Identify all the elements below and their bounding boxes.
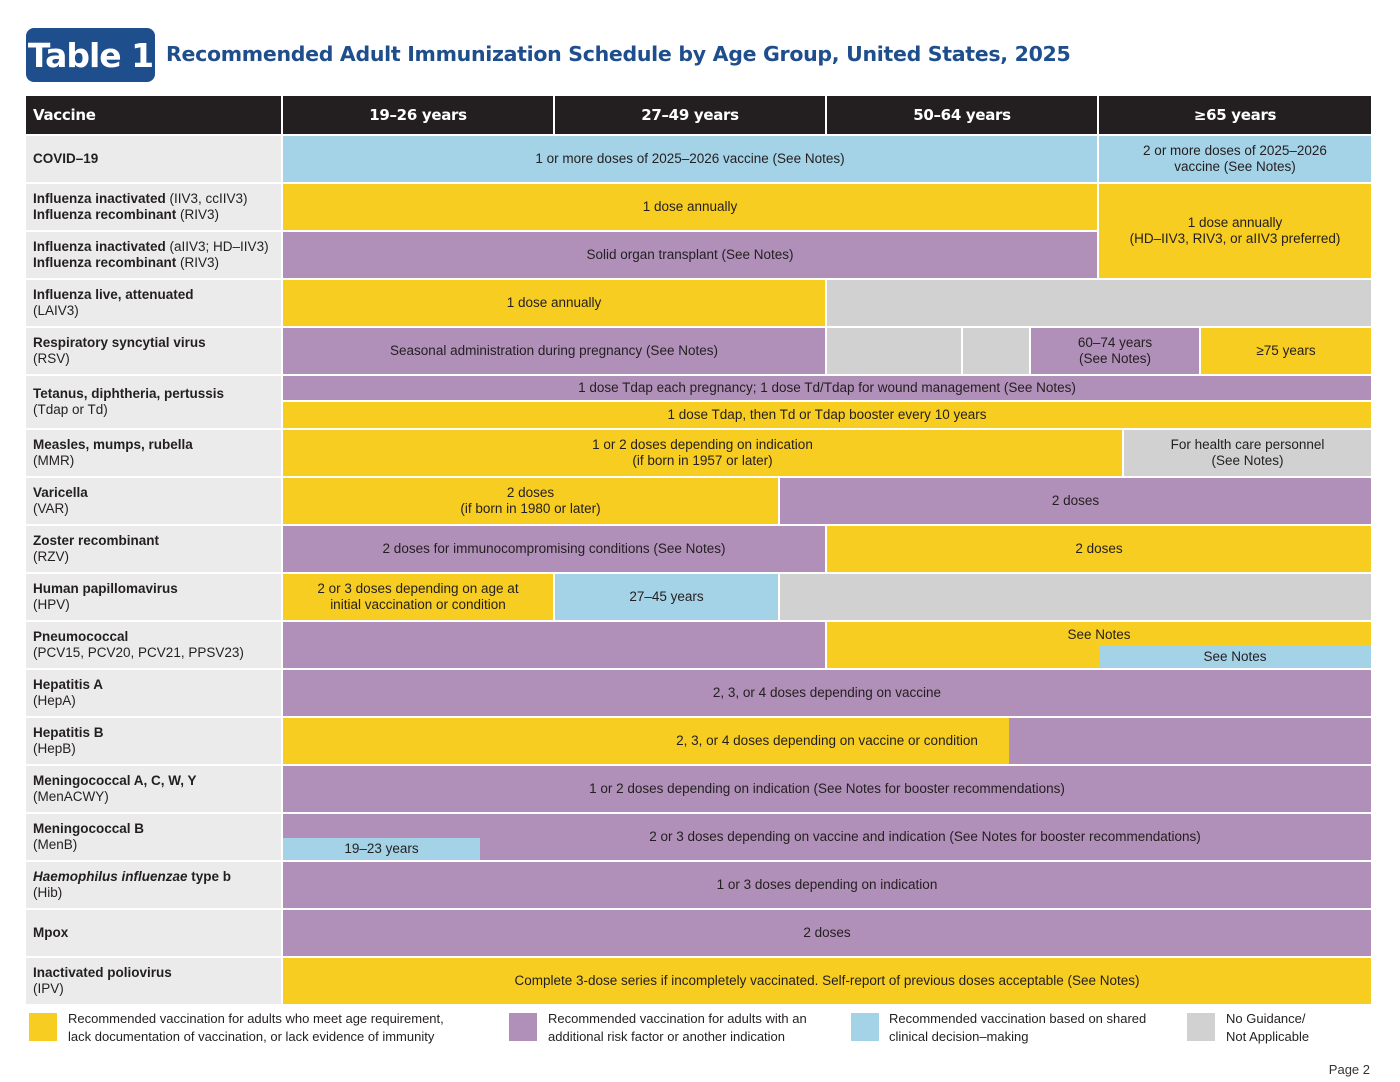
vaccine-ipv: Inactivated poliovirus (IPV)	[26, 958, 281, 1004]
table-badge: Table 1	[26, 28, 155, 82]
vaccine-zoster: Zoster recombinant (RZV)	[26, 526, 281, 572]
mpox-bar: 2 doses	[283, 910, 1371, 956]
vaccine-mmr: Measles, mumps, rubella (MMR)	[26, 430, 281, 476]
rsv-na-bar-2	[963, 328, 1029, 374]
legend-gray: No Guidance/Not Applicable	[1226, 1011, 1310, 1044]
vaccine-hepatitis-b: Hepatitis B (HepB)	[26, 718, 281, 764]
vaccine-tdap: Tetanus, diphtheria, pertussis (Tdap or T…	[26, 376, 281, 428]
hpv-bar-1: 2 or 3 doses depending on age at initial …	[283, 574, 553, 620]
hepatitis-b-bar-1	[283, 718, 1009, 764]
col-header-27-49: 27–49 years	[555, 96, 825, 134]
rsv-60-74-bar: 60–74 years (See Notes)	[1031, 328, 1199, 374]
tdap-pregnancy-bar: 1 dose Tdap each pregnancy; 1 dose Td/Td…	[283, 376, 1371, 400]
influenza-65-plus-bar: 1 dose annually (HD–IIV3, RIV3, or aIIV3 …	[1099, 184, 1371, 278]
zoster-bar-1: 2 doses for immunocompromising condition…	[283, 526, 825, 572]
hib-bar: 1 or 3 doses depending on indication	[283, 862, 1371, 908]
vaccine-menb: Meningococcal B (MenB)	[26, 814, 281, 860]
covid-bar-19-64: 1 or more doses of 2025–2026 vaccine (Se…	[283, 136, 1097, 182]
col-header-19-26: 19–26 years	[283, 96, 553, 134]
pneumococcal-bar-3: See Notes	[1099, 646, 1371, 668]
vaccine-pneumococcal: Pneumococcal (PCV15, PCV20, PCV21, PPSV23…	[26, 622, 281, 668]
legend-gray-swatch	[1187, 1013, 1215, 1041]
vaccine-mpox: Mpox	[26, 910, 281, 956]
tdap-booster-bar: 1 dose Tdap, then Td or Tdap booster eve…	[283, 402, 1371, 428]
vaccine-varicella: Varicella (VAR)	[26, 478, 281, 524]
laiv-na-bar	[827, 280, 1371, 326]
vaccine-name: COVID–19	[33, 151, 99, 166]
vaccine-hpv: Human papillomavirus (HPV)	[26, 574, 281, 620]
vaccine-covid: COVID–19	[26, 136, 281, 182]
vaccine-menacwy: Meningococcal A, C, W, Y (MenACWY)	[26, 766, 281, 812]
hpv-bar-2: 27–45 years	[555, 574, 778, 620]
hepatitis-b-label: 2, 3, or 4 doses depending on vaccine or…	[676, 733, 978, 748]
legend-yellow: Recommended vaccination for adults who m…	[68, 1011, 444, 1044]
influenza-1-bar: 1 dose annually	[283, 184, 1097, 230]
hpv-na-bar	[780, 574, 1371, 620]
col-header-65-plus: ≥65 years	[1099, 96, 1371, 134]
hepatitis-b-bar-2	[1009, 718, 1371, 764]
rsv-na-bar-1	[827, 328, 961, 374]
immunization-table: Vaccine 19–26 years 27–49 years 50–64 ye…	[26, 96, 1371, 1007]
page-title: Recommended Adult Immunization Schedule …	[166, 42, 1071, 66]
legend-blue: Recommended vaccination based on shared c…	[889, 1011, 1147, 1044]
legend-blue-swatch	[851, 1013, 879, 1041]
col-header-50-64: 50–64 years	[827, 96, 1097, 134]
vaccine-laiv: Influenza live, attenuated (LAIV3)	[26, 280, 281, 326]
rsv-pregnancy-bar: Seasonal administration during pregnancy…	[283, 328, 825, 374]
col-header-vaccine: Vaccine	[26, 96, 281, 134]
vaccine-hib: Haemophilus influenzae type b (Hib)	[26, 862, 281, 908]
vaccine-influenza-2: Influenza inactivated (aIIV3; HD–IIV3) I…	[26, 232, 281, 278]
vaccine-rsv: Respiratory syncytial virus (RSV)	[26, 328, 281, 374]
rsv-75-plus-bar: ≥75 years	[1201, 328, 1371, 374]
page-number: Page 2	[1328, 1062, 1370, 1077]
menb-19-23-bar: 19–23 years	[283, 838, 480, 860]
menacwy-bar: 1 or 2 doses depending on indication (Se…	[283, 766, 1371, 812]
legend-purple: Recommended vaccination for adults with …	[548, 1011, 807, 1044]
mmr-bar: 1 or 2 doses depending on indication (if …	[283, 430, 1122, 476]
laiv-bar: 1 dose annually	[283, 280, 825, 326]
varicella-bar-1: 2 doses (if born in 1980 or later)	[283, 478, 778, 524]
vaccine-influenza-1: Influenza inactivated (IIV3, ccIIV3) Inf…	[26, 184, 281, 230]
vaccine-hepatitis-a: Hepatitis A (HepA)	[26, 670, 281, 716]
legend-purple-swatch	[509, 1013, 537, 1041]
pneumococcal-bar-1	[283, 622, 825, 668]
mmr-hcp-bar: For health care personnel (See Notes)	[1124, 430, 1371, 476]
influenza-2-bar: Solid organ transplant (See Notes)	[283, 232, 1097, 278]
varicella-bar-2: 2 doses	[780, 478, 1371, 524]
zoster-bar-2: 2 doses	[827, 526, 1371, 572]
legend-yellow-swatch	[29, 1013, 57, 1041]
covid-bar-65-plus: 2 or more doses of 2025–2026 vaccine (See…	[1099, 136, 1371, 182]
ipv-bar: Complete 3-dose series if incompletely v…	[283, 958, 1371, 1004]
hepatitis-a-bar: 2, 3, or 4 doses depending on vaccine	[283, 670, 1371, 716]
